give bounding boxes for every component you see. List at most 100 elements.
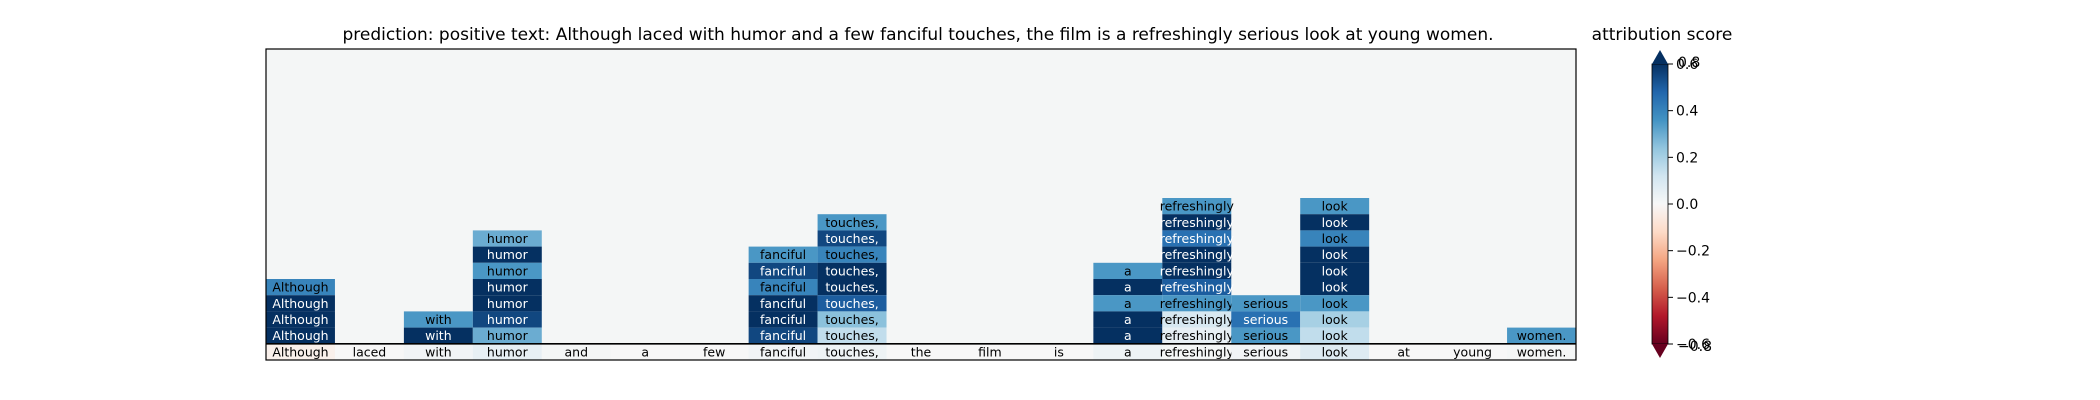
- cell-token-label: look: [1322, 247, 1349, 262]
- cell-token-label: refreshingly: [1160, 328, 1235, 343]
- heatmap-cell: [817, 311, 887, 328]
- colorbar-tick-label: 0.4: [1676, 104, 1698, 120]
- heatmap-cell: [1231, 327, 1301, 344]
- heatmap-cell: [817, 327, 887, 344]
- cell-token-label: refreshingly: [1160, 247, 1235, 262]
- cell-token-label: a: [1124, 280, 1132, 295]
- cell-token-label: touches,: [825, 247, 878, 262]
- colorbar-tick-label: 0.2: [1676, 150, 1698, 166]
- base-row-cell: [266, 343, 335, 360]
- heatmap-cell: [1300, 311, 1370, 328]
- base-row-token-label: young: [1453, 344, 1492, 359]
- cell-token-label: fanciful: [760, 247, 806, 262]
- heatmap-cell: [472, 295, 542, 312]
- heatmap-cell: [817, 230, 887, 247]
- base-row-cell: [817, 343, 887, 360]
- base-row-token-label: and: [564, 344, 588, 359]
- cell-token-label: humor: [487, 312, 529, 327]
- cell-token-label: humor: [487, 280, 529, 295]
- heatmap-cell: [1162, 230, 1232, 247]
- cell-token-label: serious: [1243, 296, 1288, 311]
- heatmap-cell: [1093, 295, 1163, 312]
- base-row-token-label: serious: [1243, 344, 1288, 359]
- heatmap-cell: [403, 311, 473, 328]
- cell-token-label: humor: [487, 328, 529, 343]
- base-row-cell: [748, 343, 818, 360]
- heatmap-cell: [1162, 214, 1232, 231]
- cell-token-label: look: [1322, 328, 1349, 343]
- base-row-cell: [1093, 343, 1163, 360]
- cell-token-label: humor: [487, 263, 529, 278]
- base-row-token-label: Although: [272, 344, 328, 359]
- base-row-cell: [1507, 343, 1576, 360]
- heatmap-cell: [817, 279, 887, 296]
- colorbar-gradient: [1651, 63, 1669, 345]
- base-row-cell: [403, 343, 473, 360]
- cell-token-label: refreshingly: [1160, 263, 1235, 278]
- base-row-cell: [472, 343, 542, 360]
- heatmap-cell: [748, 279, 818, 296]
- base-row-token-label: with: [425, 344, 452, 359]
- base-row-token-label: at: [1397, 344, 1410, 359]
- cell-token-label: a: [1124, 312, 1132, 327]
- base-row-token-label: the: [911, 344, 932, 359]
- heatmap-cell: [1162, 279, 1232, 296]
- heatmap-cell: [1093, 279, 1163, 296]
- cell-token-label: fanciful: [760, 280, 806, 295]
- base-row-cell: [1438, 343, 1508, 360]
- heatmap-cell: [472, 327, 542, 344]
- base-row-token-label: humor: [487, 344, 529, 359]
- cell-token-label: touches,: [825, 328, 878, 343]
- heatmap-cell: [1507, 327, 1576, 344]
- cell-token-label: a: [1124, 296, 1132, 311]
- heatmap-cell: [1300, 198, 1370, 215]
- cell-token-label: refreshingly: [1160, 199, 1235, 214]
- cell-token-label: with: [425, 312, 452, 327]
- colorbar-title: attribution score: [1592, 25, 1733, 45]
- heatmap-cell: [472, 230, 542, 247]
- heatmap-cell: [472, 262, 542, 279]
- cell-token-label: touches,: [825, 215, 878, 230]
- heatmap-cell: [1231, 295, 1301, 312]
- cell-token-label: humor: [487, 296, 529, 311]
- cell-token-label: refreshingly: [1160, 312, 1235, 327]
- cell-token-label: refreshingly: [1160, 231, 1235, 246]
- base-row-cell: [1162, 343, 1232, 360]
- heatmap-cell: [748, 327, 818, 344]
- cell-token-label: humor: [487, 247, 529, 262]
- colorbar-tick-label: 0.6: [1676, 57, 1698, 73]
- cell-token-label: refreshingly: [1160, 280, 1235, 295]
- cell-token-label: fanciful: [760, 263, 806, 278]
- base-row-token-label: look: [1322, 344, 1349, 359]
- heatmap-cell: [1300, 295, 1370, 312]
- cell-token-label: look: [1322, 296, 1349, 311]
- cell-token-label: touches,: [825, 296, 878, 311]
- colorbar-extra-tick-label: −0.8: [1678, 339, 1712, 355]
- base-row-cell: [541, 343, 611, 360]
- base-row-cell: [334, 343, 404, 360]
- heatmap-cell: [1300, 214, 1370, 231]
- heatmap-cell: [1162, 198, 1232, 215]
- base-row-token-label: a: [641, 344, 649, 359]
- cell-token-label: Although: [272, 280, 328, 295]
- heatmap-cell: [1300, 246, 1370, 263]
- cell-token-label: touches,: [825, 263, 878, 278]
- cell-token-label: serious: [1243, 328, 1288, 343]
- chart-title: prediction: positive text: Although lace…: [343, 25, 1494, 45]
- heatmap-cell: [472, 246, 542, 263]
- colorbar-extend-min: [1652, 344, 1668, 358]
- heatmap-cell: [472, 279, 542, 296]
- cell-token-label: look: [1322, 263, 1349, 278]
- base-row-cell: [1369, 343, 1439, 360]
- heatmap-cell: [266, 311, 335, 328]
- cell-token-label: fanciful: [760, 328, 806, 343]
- heatmap-cell: [266, 327, 335, 344]
- cell-token-label: look: [1322, 312, 1349, 327]
- heatmap-cell: [1162, 262, 1232, 279]
- heatmap-cell: [266, 279, 335, 296]
- heatmap-cell: [748, 246, 818, 263]
- cell-token-label: look: [1322, 280, 1349, 295]
- base-row-token-label: women.: [1517, 344, 1567, 359]
- cell-token-label: fanciful: [760, 312, 806, 327]
